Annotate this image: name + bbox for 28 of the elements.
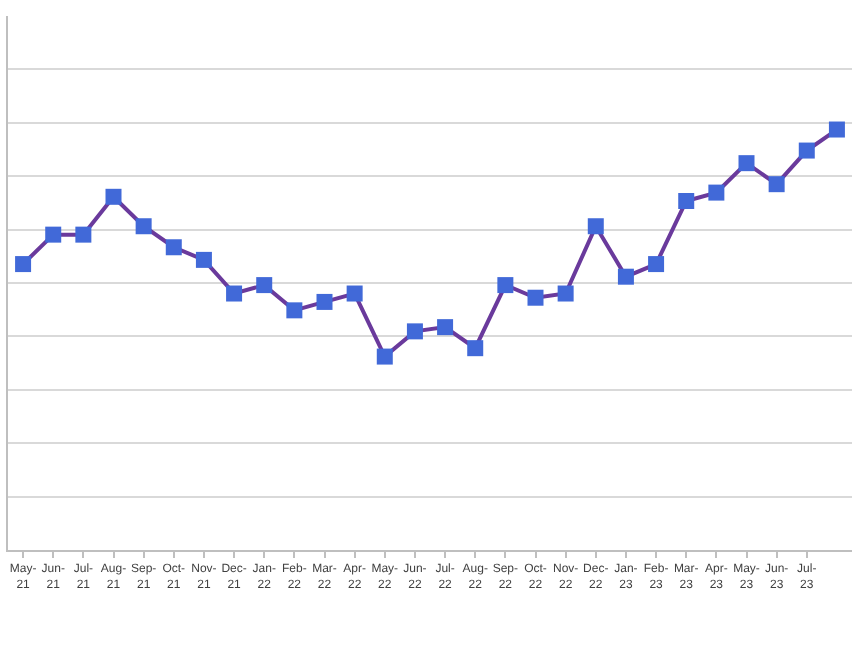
point: [557, 285, 574, 302]
point: [346, 285, 363, 302]
point: [105, 188, 122, 205]
point: [497, 277, 514, 294]
point: [406, 323, 423, 340]
point: [527, 289, 544, 306]
point: [437, 319, 454, 336]
point: [648, 256, 665, 273]
point: [256, 277, 273, 294]
point: [768, 176, 785, 193]
point: [467, 340, 484, 357]
point: [15, 256, 32, 273]
point: [316, 293, 333, 310]
point: [75, 226, 92, 243]
point: [587, 218, 604, 235]
point: [738, 155, 755, 172]
point: [165, 239, 182, 256]
point: [798, 142, 815, 159]
point: [135, 218, 152, 235]
point: [678, 193, 695, 209]
point: [226, 285, 243, 302]
point: [376, 348, 393, 365]
point: [828, 121, 845, 138]
point: [45, 226, 62, 243]
point: [617, 268, 634, 285]
point: [708, 184, 725, 201]
point: [286, 302, 303, 319]
point: [195, 251, 212, 268]
